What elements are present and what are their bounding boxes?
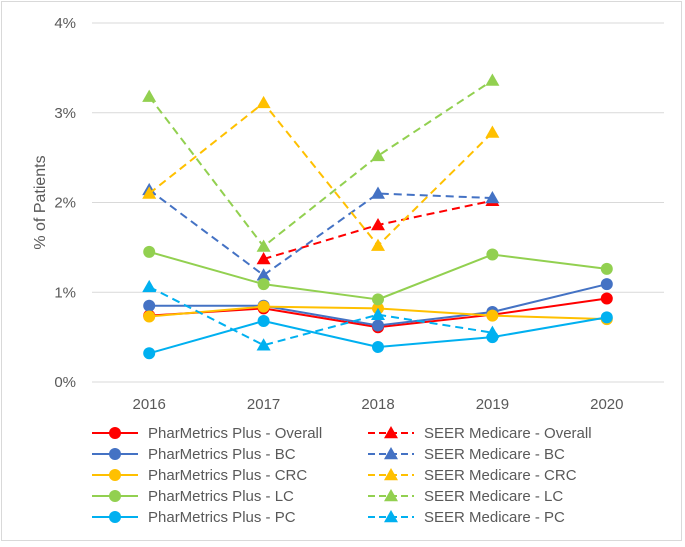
- y-tick-label: 0%: [54, 374, 76, 391]
- data-point-circle: [257, 314, 270, 327]
- data-point-triangle: [256, 239, 271, 252]
- data-point-circle: [372, 293, 384, 306]
- x-tick-label: 2016: [133, 396, 166, 413]
- y-axis-title: % of Patients: [32, 155, 49, 249]
- legend-label: PharMetrics Plus - Overall: [148, 425, 322, 442]
- data-point-circle: [600, 292, 613, 305]
- legend-marker-triangle: [384, 426, 398, 439]
- legend: PharMetrics Plus - Overall PharMetrics Pl…: [92, 425, 592, 526]
- legend-marker-circle: [109, 448, 121, 460]
- data-point-circle: [372, 340, 384, 353]
- data-point-circle: [486, 248, 499, 261]
- data-point-circle: [600, 262, 613, 275]
- data-point-circle: [143, 310, 156, 323]
- legend-marker-triangle: [384, 447, 398, 460]
- y-tick-label: 2%: [54, 195, 76, 212]
- data-point-triangle: [371, 238, 385, 251]
- gridlines: [92, 22, 664, 383]
- x-tick-label: 2019: [476, 396, 509, 413]
- x-tick-label: 2018: [361, 396, 394, 413]
- y-tick-label: 3%: [54, 105, 76, 122]
- series-lines: [142, 73, 613, 360]
- data-point-circle: [600, 278, 613, 291]
- legend-label: SEER Medicare - BC: [424, 446, 565, 463]
- legend-marker-triangle: [384, 489, 398, 502]
- y-tick-label: 1%: [54, 284, 76, 301]
- data-point-circle: [372, 319, 384, 332]
- legend-label: PharMetrics Plus - LC: [148, 488, 294, 505]
- data-point-circle: [143, 245, 156, 258]
- legend-marker-circle: [109, 427, 121, 439]
- series-line: [148, 101, 494, 247]
- legend-label: SEER Medicare - CRC: [424, 467, 577, 484]
- legend-label: SEER Medicare - LC: [424, 488, 563, 505]
- series-line: [148, 189, 493, 277]
- data-point-triangle: [256, 95, 271, 109]
- data-point-triangle: [256, 268, 271, 281]
- x-tick-label: 2017: [247, 396, 280, 413]
- data-point-triangle: [485, 73, 500, 86]
- axes: 0% 1% 2% 3% 4% 2016 2017 2018 2019 2020 % of Patie…: [32, 15, 623, 413]
- data-point-circle: [143, 299, 156, 312]
- data-point-circle: [486, 309, 499, 322]
- data-point-triangle: [485, 325, 500, 338]
- data-point-triangle: [371, 217, 385, 231]
- legend-marker-circle: [109, 511, 121, 523]
- legend-label: PharMetrics Plus - PC: [148, 509, 296, 526]
- data-point-triangle: [142, 89, 157, 102]
- data-point-triangle: [485, 191, 500, 204]
- legend-marker-triangle: [384, 510, 398, 523]
- y-tick-label: 4%: [54, 15, 76, 32]
- legend-label: SEER Medicare - Overall: [424, 425, 592, 442]
- data-point-triangle: [485, 125, 500, 138]
- legend-marker-circle: [109, 490, 121, 502]
- data-point-triangle: [371, 186, 385, 199]
- data-point-triangle: [256, 252, 271, 265]
- data-point-triangle: [142, 186, 157, 199]
- legend-marker-triangle: [384, 468, 398, 481]
- data-point-triangle: [371, 307, 385, 320]
- data-point-triangle: [142, 279, 157, 293]
- legend-label: SEER Medicare - PC: [424, 509, 565, 526]
- legend-marker-circle: [109, 469, 121, 481]
- data-point-circle: [257, 278, 270, 291]
- data-point-circle: [143, 347, 156, 360]
- data-point-triangle: [371, 148, 385, 162]
- series-line: [148, 79, 493, 248]
- series-line: [148, 285, 493, 347]
- legend-label: PharMetrics Plus - BC: [148, 446, 296, 463]
- x-tick-label: 2020: [590, 396, 623, 413]
- data-point-triangle: [256, 338, 271, 351]
- legend-label: PharMetrics Plus - CRC: [148, 467, 307, 484]
- data-point-circle: [257, 300, 270, 313]
- data-point-circle: [600, 311, 613, 324]
